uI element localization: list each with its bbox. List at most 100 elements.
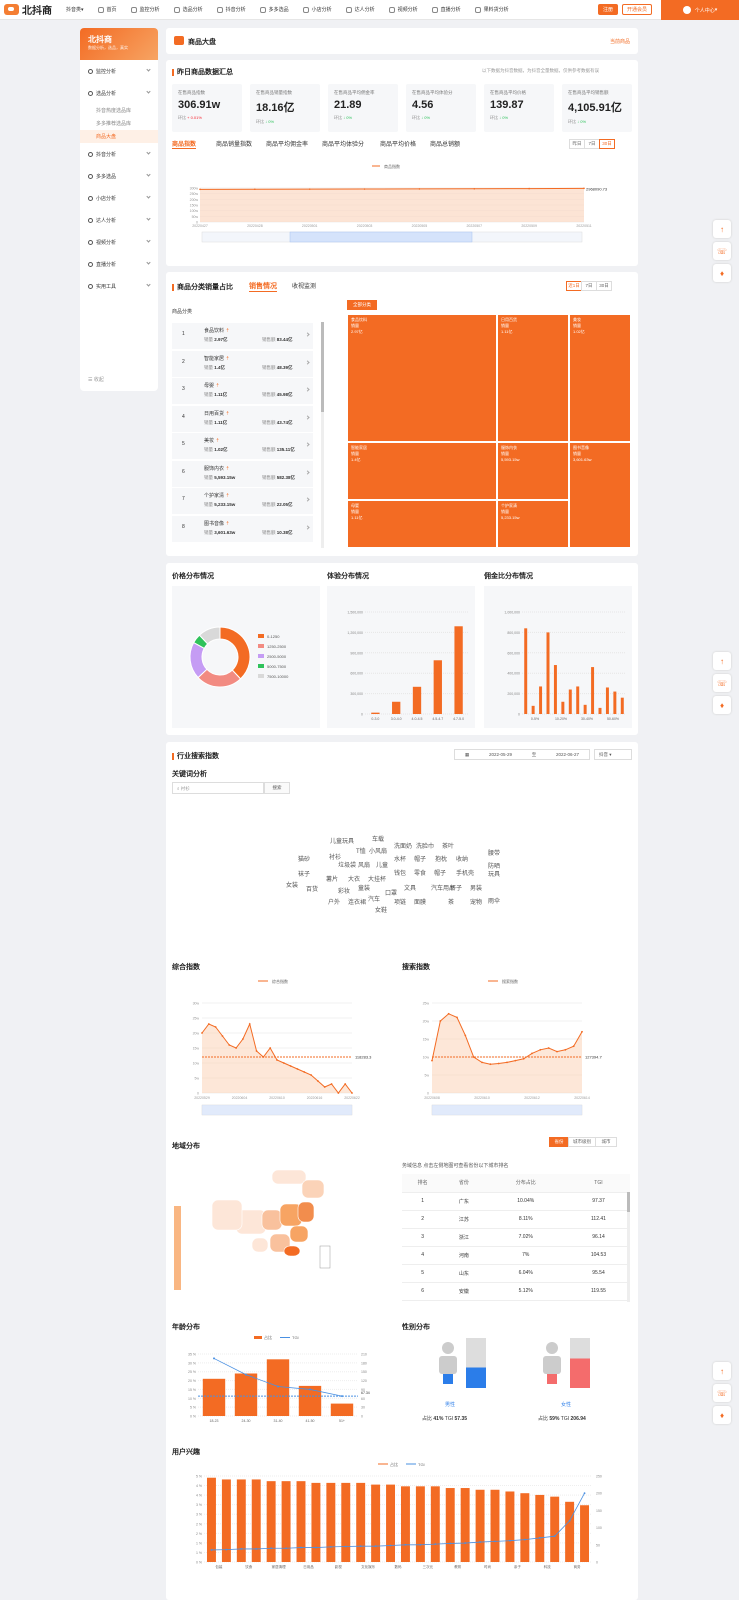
- keyword-word[interactable]: 薯片: [326, 877, 339, 883]
- keyword-word[interactable]: 儿童玩具: [330, 839, 355, 845]
- table-row[interactable]: 6 安徽 5.12% 119.55: [402, 1282, 630, 1301]
- treemap-tile[interactable]: 图书音像 销量 3,601.63w: [569, 442, 631, 548]
- search-button[interactable]: 搜索: [264, 782, 290, 794]
- treemap-tile[interactable]: 美妆 销量 1.02亿: [569, 314, 631, 442]
- vip-icon[interactable]: ♦: [713, 696, 731, 714]
- keyword-word[interactable]: 茶: [448, 900, 455, 906]
- keyword-word[interactable]: 女鞋: [375, 908, 388, 914]
- list-item[interactable]: 4 日用百货 ⇡ 销量 1.11亿 销售额 43.74亿: [172, 405, 313, 432]
- range-30d[interactable]: 30日: [596, 281, 612, 291]
- table-row[interactable]: 5 山东 6.04% 95.54: [402, 1264, 630, 1283]
- keyword-word[interactable]: 儿童: [376, 863, 389, 869]
- list-item[interactable]: 1 食品饮料 ⇡ 销量 2.97亿 销售额 83.44亿: [172, 323, 313, 349]
- header-link[interactable]: 当前商品: [609, 39, 630, 45]
- nav-douyin[interactable]: 抖音分析: [216, 6, 246, 13]
- nav-duoduo[interactable]: 多多选品: [259, 6, 289, 13]
- keyword-word[interactable]: 洗面奶: [394, 844, 413, 850]
- keyword-word[interactable]: 文具: [404, 886, 417, 892]
- scroll-top-button[interactable]: ↑: [713, 1362, 731, 1380]
- nav-video[interactable]: 视频分析: [388, 6, 418, 13]
- keyword-word[interactable]: 女装: [286, 883, 299, 889]
- tab-sales[interactable]: 销售情况: [249, 283, 277, 292]
- tab-summary-3[interactable]: 商品平均体验分: [322, 142, 365, 148]
- map-region[interactable]: [251, 1237, 269, 1253]
- keyword-word[interactable]: 玩具: [488, 872, 501, 878]
- table-row[interactable]: 3 浙江 7.02% 96.14: [402, 1228, 630, 1247]
- china-map[interactable]: [172, 1150, 372, 1310]
- map-region[interactable]: [211, 1199, 243, 1231]
- keyword-word[interactable]: 雨伞: [488, 899, 501, 905]
- tab-summary-1[interactable]: 商品销量指数: [216, 142, 253, 148]
- nav-live[interactable]: 直播分析: [431, 6, 461, 13]
- sidebar-item-tools[interactable]: 实用工具: [80, 275, 158, 297]
- sidebar-sub-market[interactable]: 商品大盘: [80, 130, 158, 143]
- keyword-word[interactable]: 收纳: [456, 857, 469, 863]
- nav-talent[interactable]: 达人分析: [345, 6, 375, 13]
- list-item[interactable]: 5 美妆 ⇡ 销量 1.02亿 销售额 135.11亿: [172, 433, 313, 459]
- treemap-badge[interactable]: 全部分类: [347, 300, 377, 310]
- keyword-word[interactable]: 项链: [394, 900, 407, 906]
- tab-monitor[interactable]: 收视监测: [292, 284, 317, 290]
- keyword-word[interactable]: 洗脸巾: [416, 844, 435, 850]
- register-button[interactable]: 注册: [598, 4, 618, 15]
- tab-summary-0[interactable]: 商品指数: [172, 139, 197, 149]
- keyword-word[interactable]: 钱包: [394, 871, 407, 877]
- map-region[interactable]: [297, 1201, 315, 1223]
- keyword-word[interactable]: 帽子: [414, 857, 427, 863]
- nav-goods[interactable]: 果料货分析: [474, 6, 509, 13]
- treemap-tile[interactable]: 食品饮料 销量 2.97亿: [347, 314, 497, 442]
- map-region[interactable]: [301, 1179, 325, 1199]
- sidebar-item-live[interactable]: 直播分析: [80, 253, 158, 275]
- keyword-word[interactable]: 杯子: [450, 886, 463, 892]
- nav-selection[interactable]: 选品分析: [173, 6, 203, 13]
- map-region[interactable]: [271, 1169, 307, 1185]
- map-region[interactable]: [269, 1233, 291, 1253]
- vip-icon[interactable]: ♦: [713, 264, 731, 282]
- logo[interactable]: 北抖商: [4, 2, 66, 17]
- sidebar-item-talent[interactable]: 达人分析: [80, 209, 158, 231]
- user-center-button[interactable]: 个人中心 ▾: [661, 0, 739, 20]
- keyword-word[interactable]: 手机壳: [456, 871, 475, 877]
- sidebar-sub-duoduo[interactable]: 多多推荐选品库: [96, 121, 132, 127]
- keyword-word[interactable]: 口罩: [385, 891, 398, 897]
- keyword-input[interactable]: ⌕ 衬衫: [172, 782, 264, 794]
- treemap-tile[interactable]: 个护家清 销量 5,233.15w: [497, 500, 569, 548]
- nav-monitor[interactable]: 监控分析: [130, 6, 160, 13]
- sidebar-item-video[interactable]: 视频分析: [80, 231, 158, 253]
- keyword-word[interactable]: 零食: [414, 871, 427, 877]
- list-item[interactable]: 2 智能家居 ⇡ 销量 1.4亿 销售额 48.39亿: [172, 350, 313, 377]
- nav-shop[interactable]: 小店分析: [302, 6, 332, 13]
- keyword-word[interactable]: 腰带: [488, 851, 501, 857]
- range-yesterday[interactable]: 昨日: [569, 139, 585, 149]
- keyword-word[interactable]: 袜子: [298, 872, 311, 878]
- list-item[interactable]: 6 服饰内衣 ⇡ 销量 5,593.15w 销售额 582.38亿: [172, 460, 313, 487]
- table-row[interactable]: 2 江苏 8.11% 112.41: [402, 1210, 630, 1229]
- list-item[interactable]: 7 个护家清 ⇡ 销量 5,233.15w 销售额 22.05亿: [172, 488, 313, 514]
- treemap-tile[interactable]: 智能家居 销量 1.4亿: [347, 442, 497, 500]
- keyword-word[interactable]: 大挂杯: [368, 877, 387, 883]
- keyword-word[interactable]: 宠物: [470, 900, 483, 906]
- zoom-window[interactable]: [289, 231, 473, 243]
- service-icon[interactable]: ☏: [713, 674, 731, 692]
- keyword-word[interactable]: 面膜: [414, 900, 427, 906]
- keyword-word[interactable]: 户外: [328, 900, 341, 906]
- range-7d[interactable]: 7日: [584, 139, 600, 149]
- nav-home[interactable]: 首页: [97, 6, 117, 13]
- tab-city[interactable]: 城市: [595, 1137, 617, 1147]
- date-range-picker[interactable]: ▦ 2022-05-29 至 2022-06-27: [454, 749, 590, 760]
- scroll-top-button[interactable]: ↑: [713, 652, 731, 670]
- keyword-word[interactable]: 防晒: [488, 864, 501, 870]
- keyword-word[interactable]: T恤: [356, 849, 366, 855]
- keyword-word[interactable]: 茶叶: [442, 844, 455, 850]
- treemap-tile[interactable]: 服饰内衣 销量 5,593.15w: [497, 442, 569, 500]
- collapse-button[interactable]: ☰ 收起: [88, 377, 104, 383]
- zoom-window[interactable]: [432, 1105, 582, 1115]
- scroll-top-button[interactable]: ↑: [713, 220, 731, 238]
- sidebar-item-douyin[interactable]: 抖音分析: [80, 143, 158, 165]
- sidebar-item-selection[interactable]: 选品分析: [80, 82, 158, 104]
- keyword-word[interactable]: 童装: [358, 886, 371, 892]
- treemap-tile[interactable]: 母婴 销量 1.11亿: [347, 500, 497, 548]
- list-item[interactable]: 8 图书音像 ⇡ 销量 3,601.63w 销售额 10.38亿: [172, 515, 313, 542]
- treemap-tile[interactable]: 日用百货 销量 1.11亿: [497, 314, 569, 442]
- keyword-word[interactable]: 大衣: [348, 877, 361, 883]
